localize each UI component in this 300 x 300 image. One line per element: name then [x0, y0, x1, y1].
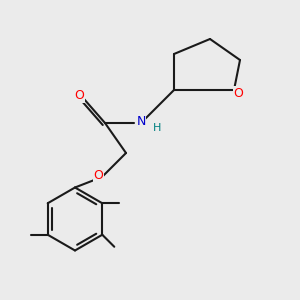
- Text: O: O: [75, 89, 84, 102]
- Text: H: H: [153, 123, 162, 134]
- Text: O: O: [94, 169, 103, 182]
- Text: O: O: [234, 87, 243, 100]
- Text: N: N: [136, 115, 146, 128]
